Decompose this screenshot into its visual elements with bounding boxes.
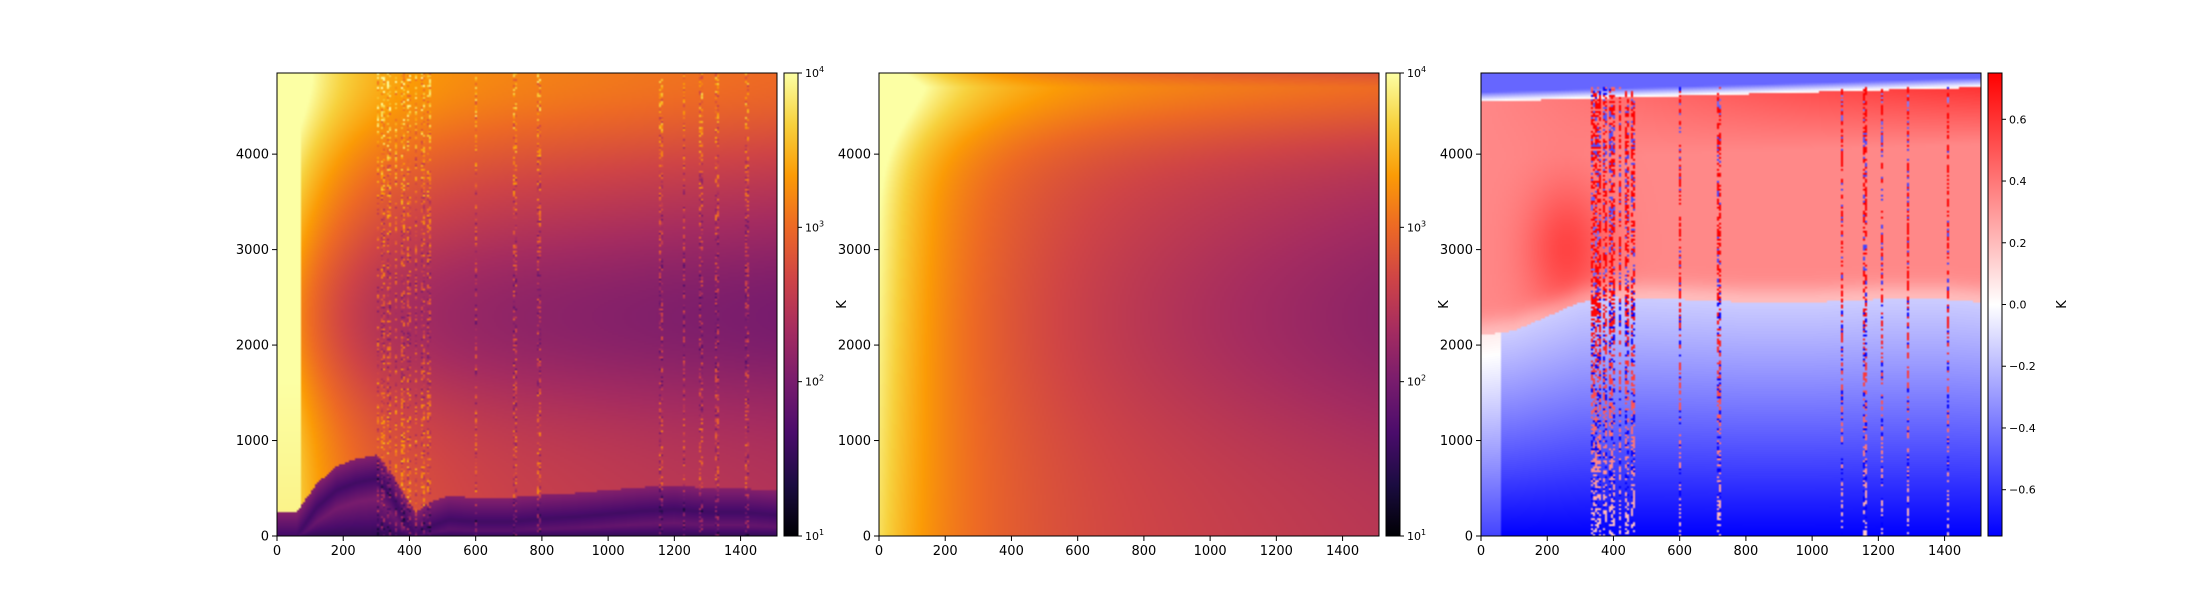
y-tick-label: 1000 xyxy=(838,434,871,449)
colorbar-middle xyxy=(1385,72,1401,537)
colorbar-label: K xyxy=(1437,300,1452,309)
x-tick-label: 800 xyxy=(529,544,554,559)
x-tick-label: 800 xyxy=(1733,544,1758,559)
heatmap-panel-middle: 0 200 400 600 800 1000 1200 1400 0 1000 2000 3000 40… xyxy=(838,65,1452,559)
y-tick-label: 3000 xyxy=(838,243,871,258)
colorbar-tick-label: 104 xyxy=(805,65,824,80)
y-tick-label: 2000 xyxy=(1440,339,1473,354)
y-tick-label: 1000 xyxy=(236,434,269,449)
x-tick-label: 400 xyxy=(1601,544,1626,559)
x-tick-label: 1000 xyxy=(592,544,625,559)
x-tick-label: 1400 xyxy=(1326,544,1359,559)
colorbar-tick-label: −0.4 xyxy=(2009,422,2036,435)
x-tick-label: 400 xyxy=(397,544,422,559)
x-tick-label: 600 xyxy=(463,544,488,559)
x-tick-label: 600 xyxy=(1065,544,1090,559)
colorbar-tick-label: 101 xyxy=(1407,528,1426,543)
y-tick-label: 3000 xyxy=(236,243,269,258)
plot-frame-left xyxy=(276,72,778,537)
x-tick-label: 200 xyxy=(1535,544,1560,559)
colorbar-tick-label: −0.6 xyxy=(2009,484,2036,497)
colorbar-tick-label: 102 xyxy=(805,374,824,389)
x-tick-label: 400 xyxy=(999,544,1024,559)
x-tick-label: 1200 xyxy=(1260,544,1293,559)
y-tick-label: 1000 xyxy=(1440,434,1473,449)
heatmap-image-right xyxy=(1481,73,1981,536)
colorbar-tick-label: 104 xyxy=(1407,65,1426,80)
x-tick-label: 0 xyxy=(273,544,281,559)
colorbar-tick-label: 101 xyxy=(805,528,824,543)
colorbar-tick-label: 103 xyxy=(805,219,824,234)
heatmap-panel-left: 0 200 400 600 800 1000 1200 1400 0 1000 2000 3000 40… xyxy=(236,65,850,559)
colorbar-tick-label: 0.4 xyxy=(2009,175,2027,188)
colorbar-tick-label: −0.2 xyxy=(2009,360,2036,373)
colorbar-tick-label: 103 xyxy=(1407,219,1426,234)
x-tick-label: 1000 xyxy=(1796,544,1829,559)
x-tick-label: 200 xyxy=(331,544,356,559)
y-tick-label: 0 xyxy=(261,530,269,545)
x-tick-label: 1400 xyxy=(724,544,757,559)
x-tick-label: 1200 xyxy=(658,544,691,559)
x-tick-label: 800 xyxy=(1131,544,1156,559)
colorbar-tick-label: 0.2 xyxy=(2009,237,2027,250)
plot-frame-middle xyxy=(878,72,1380,537)
x-tick-label: 600 xyxy=(1667,544,1692,559)
heatmap-image-middle xyxy=(879,73,1379,536)
colorbar-tick-label: 102 xyxy=(1407,374,1426,389)
colorbar-label: K xyxy=(2055,300,2070,309)
colorbar-left xyxy=(783,72,799,537)
y-tick-label: 4000 xyxy=(236,148,269,163)
y-tick-label: 0 xyxy=(863,530,871,545)
colorbar-right xyxy=(1987,72,2003,537)
y-tick-label: 0 xyxy=(1465,530,1473,545)
heatmap-panel-right: 0 200 400 600 800 1000 1200 1400 0 1000 2000 3000 40… xyxy=(1440,72,2070,559)
colorbar-label: K xyxy=(835,300,850,309)
y-tick-label: 2000 xyxy=(838,339,871,354)
y-tick-label: 3000 xyxy=(1440,243,1473,258)
x-tick-label: 200 xyxy=(933,544,958,559)
colorbar-tick-label: 0.6 xyxy=(2009,113,2027,126)
heatmap-image-left xyxy=(277,73,777,536)
x-tick-label: 0 xyxy=(875,544,883,559)
colorbar-tick-label: 0.0 xyxy=(2009,299,2027,312)
x-tick-label: 1400 xyxy=(1928,544,1961,559)
y-tick-label: 4000 xyxy=(838,148,871,163)
x-tick-label: 1000 xyxy=(1194,544,1227,559)
plot-frame-right xyxy=(1480,72,1982,537)
x-tick-label: 0 xyxy=(1477,544,1485,559)
y-tick-label: 2000 xyxy=(236,339,269,354)
y-tick-label: 4000 xyxy=(1440,148,1473,163)
x-tick-label: 1200 xyxy=(1862,544,1895,559)
